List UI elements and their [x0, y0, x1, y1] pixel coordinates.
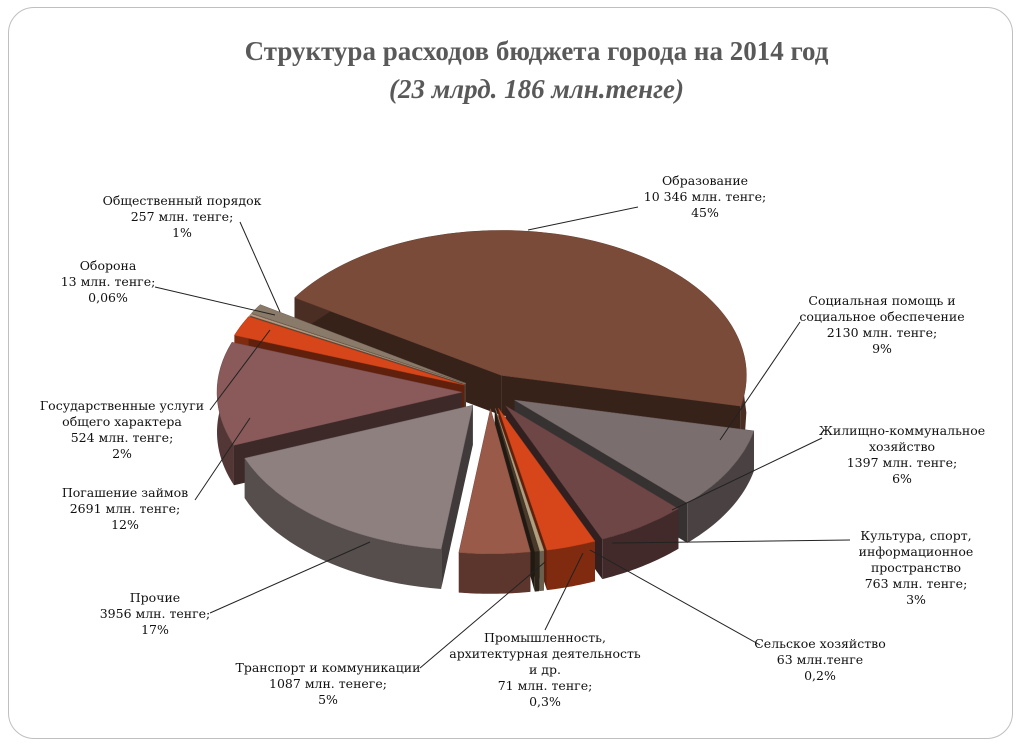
data-label-soc: Социальная помощь и социальное обеспечени… — [799, 293, 964, 356]
leader-line-cult — [611, 539, 851, 544]
data-label-hous: Жилищно-коммунальное хозяйство 1397 млн. т… — [819, 423, 985, 486]
slice-trans — [458, 408, 531, 594]
slice-other — [244, 404, 474, 590]
leader-line-def — [154, 286, 276, 316]
slice-edu — [294, 230, 747, 447]
data-label-def: Оборона 13 млн. тенге; 0,06% — [61, 258, 156, 305]
leader-line-hous — [671, 437, 823, 511]
data-label-trans: Транспорт и коммуникации 1087 млн. тенеге… — [236, 660, 421, 707]
leader-line-soc — [719, 321, 801, 441]
leader-line-ind — [544, 552, 584, 631]
data-label-order: Общественный порядок 257 млн. тенге; 1% — [103, 193, 262, 240]
chart-title: Структура расходов бюджета города на 201… — [244, 36, 829, 66]
data-label-cult: Культура, спорт, информационное пространст… — [859, 528, 974, 607]
data-label-edu: Образование 10 346 млн. тенге; 45% — [644, 173, 766, 220]
data-label-other: Прочие 3956 млн. тенге; 17% — [100, 590, 211, 637]
leader-line-agr — [589, 549, 761, 646]
data-label-gov: Государственные услуги общего характера 52… — [40, 398, 204, 461]
leader-line-trans — [419, 561, 546, 669]
leader-line-other — [209, 541, 371, 614]
leader-line-edu — [527, 206, 639, 231]
leader-line-gov — [209, 329, 271, 411]
chart-subtitle: (23 млрд. 186 млн.тенге) — [388, 74, 685, 104]
data-label-debt: Погашение займов 2691 млн. тенге; 12% — [62, 485, 188, 532]
leader-line-order — [239, 221, 281, 313]
data-label-ind: Промышленность, архитектурная деятельност… — [449, 630, 641, 709]
leader-line-debt — [194, 417, 251, 501]
data-label-agr: Сельское хозяйство 63 млн.тенге 0,2% — [754, 636, 886, 683]
slide-frame — [8, 7, 1013, 739]
